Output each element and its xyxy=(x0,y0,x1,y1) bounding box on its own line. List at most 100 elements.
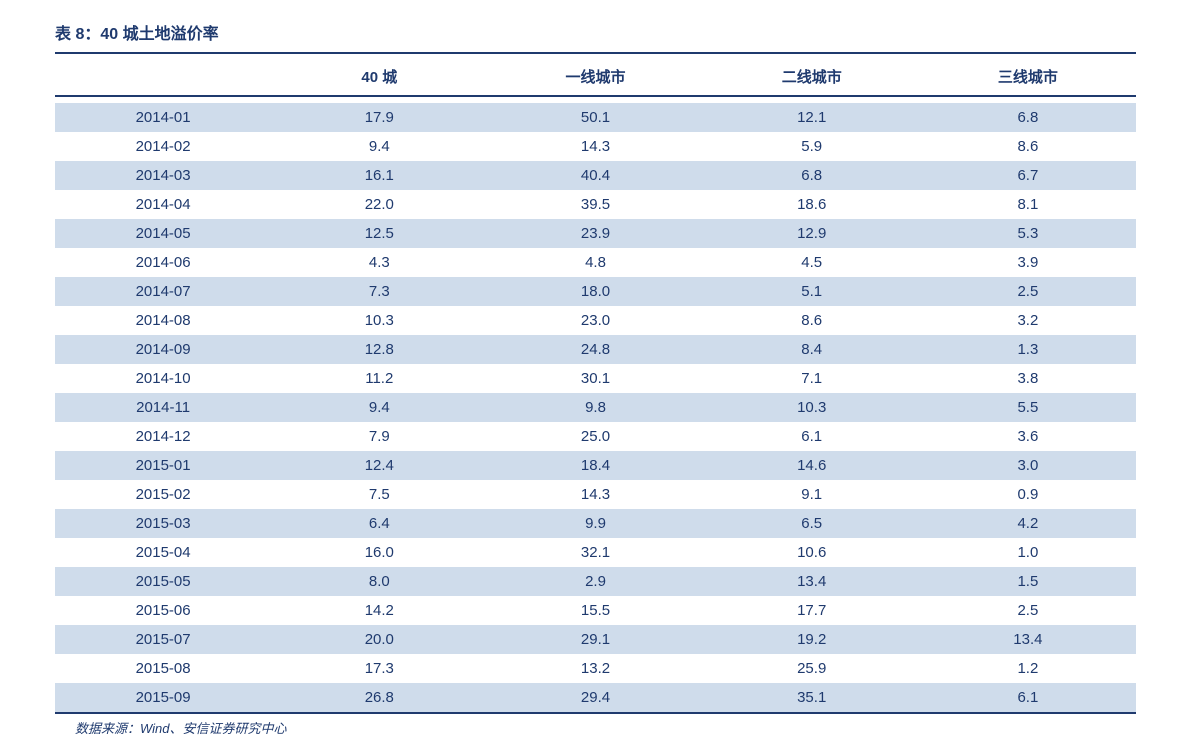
table-row: 2014-064.34.84.53.9 xyxy=(55,248,1136,277)
cell-value: 29.1 xyxy=(487,625,703,654)
cell-date: 2014-12 xyxy=(55,422,271,451)
cell-value: 3.0 xyxy=(920,451,1136,480)
table-row: 2014-077.318.05.12.5 xyxy=(55,277,1136,306)
cell-value: 25.0 xyxy=(487,422,703,451)
cell-value: 4.2 xyxy=(920,509,1136,538)
cell-date: 2015-04 xyxy=(55,538,271,567)
cell-value: 8.0 xyxy=(271,567,487,596)
table-row: 2014-0912.824.88.41.3 xyxy=(55,335,1136,364)
cell-value: 16.1 xyxy=(271,161,487,190)
cell-value: 12.1 xyxy=(704,103,920,132)
col-header-date xyxy=(55,54,271,96)
cell-value: 23.0 xyxy=(487,306,703,335)
cell-value: 14.2 xyxy=(271,596,487,625)
cell-value: 39.5 xyxy=(487,190,703,219)
cell-value: 2.5 xyxy=(920,277,1136,306)
table-row: 2015-0416.032.110.61.0 xyxy=(55,538,1136,567)
cell-value: 1.0 xyxy=(920,538,1136,567)
cell-value: 18.0 xyxy=(487,277,703,306)
cell-value: 7.9 xyxy=(271,422,487,451)
cell-value: 6.1 xyxy=(704,422,920,451)
cell-date: 2014-01 xyxy=(55,103,271,132)
cell-date: 2014-09 xyxy=(55,335,271,364)
table-row: 2015-0112.418.414.63.0 xyxy=(55,451,1136,480)
cell-value: 24.8 xyxy=(487,335,703,364)
cell-value: 10.6 xyxy=(704,538,920,567)
cell-date: 2015-07 xyxy=(55,625,271,654)
cell-value: 17.7 xyxy=(704,596,920,625)
cell-value: 20.0 xyxy=(271,625,487,654)
cell-value: 2.9 xyxy=(487,567,703,596)
cell-value: 18.4 xyxy=(487,451,703,480)
cell-value: 19.2 xyxy=(704,625,920,654)
cell-value: 3.8 xyxy=(920,364,1136,393)
cell-value: 5.1 xyxy=(704,277,920,306)
col-header-tier3: 三线城市 xyxy=(920,54,1136,96)
cell-value: 12.8 xyxy=(271,335,487,364)
cell-value: 14.3 xyxy=(487,480,703,509)
cell-value: 3.6 xyxy=(920,422,1136,451)
cell-value: 10.3 xyxy=(704,393,920,422)
cell-value: 4.8 xyxy=(487,248,703,277)
cell-value: 8.6 xyxy=(920,132,1136,161)
cell-value: 25.9 xyxy=(704,654,920,683)
col-header-tier2: 二线城市 xyxy=(704,54,920,96)
cell-value: 10.3 xyxy=(271,306,487,335)
cell-value: 14.3 xyxy=(487,132,703,161)
cell-value: 9.8 xyxy=(487,393,703,422)
cell-date: 2015-08 xyxy=(55,654,271,683)
table-row: 2014-0316.140.46.86.7 xyxy=(55,161,1136,190)
cell-value: 15.5 xyxy=(487,596,703,625)
cell-value: 5.3 xyxy=(920,219,1136,248)
col-header-tier1: 一线城市 xyxy=(487,54,703,96)
cell-value: 4.5 xyxy=(704,248,920,277)
cell-value: 3.2 xyxy=(920,306,1136,335)
cell-date: 2014-02 xyxy=(55,132,271,161)
cell-value: 13.4 xyxy=(920,625,1136,654)
table-title: 表 8：40 城土地溢价率 xyxy=(55,20,1136,54)
cell-value: 7.1 xyxy=(704,364,920,393)
cell-value: 2.5 xyxy=(920,596,1136,625)
table-row: 2014-0512.523.912.95.3 xyxy=(55,219,1136,248)
cell-value: 6.7 xyxy=(920,161,1136,190)
cell-value: 13.4 xyxy=(704,567,920,596)
cell-value: 8.6 xyxy=(704,306,920,335)
table-row: 2015-0720.029.119.213.4 xyxy=(55,625,1136,654)
table-header-row: 40 城 一线城市 二线城市 三线城市 xyxy=(55,54,1136,96)
cell-value: 18.6 xyxy=(704,190,920,219)
table-row: 2014-029.414.35.98.6 xyxy=(55,132,1136,161)
cell-value: 1.3 xyxy=(920,335,1136,364)
cell-value: 32.1 xyxy=(487,538,703,567)
table-row: 2015-0614.215.517.72.5 xyxy=(55,596,1136,625)
table-row: 2014-0810.323.08.63.2 xyxy=(55,306,1136,335)
cell-value: 8.4 xyxy=(704,335,920,364)
cell-value: 9.4 xyxy=(271,393,487,422)
cell-date: 2014-07 xyxy=(55,277,271,306)
cell-date: 2014-05 xyxy=(55,219,271,248)
cell-date: 2015-06 xyxy=(55,596,271,625)
cell-value: 3.9 xyxy=(920,248,1136,277)
cell-value: 16.0 xyxy=(271,538,487,567)
cell-value: 1.2 xyxy=(920,654,1136,683)
cell-value: 6.4 xyxy=(271,509,487,538)
cell-value: 9.1 xyxy=(704,480,920,509)
cell-value: 17.9 xyxy=(271,103,487,132)
cell-value: 5.5 xyxy=(920,393,1136,422)
cell-date: 2014-08 xyxy=(55,306,271,335)
cell-value: 29.4 xyxy=(487,683,703,712)
cell-value: 6.8 xyxy=(704,161,920,190)
table-row: 2014-0422.039.518.68.1 xyxy=(55,190,1136,219)
cell-value: 30.1 xyxy=(487,364,703,393)
cell-date: 2015-09 xyxy=(55,683,271,712)
table-row: 2014-119.49.810.35.5 xyxy=(55,393,1136,422)
cell-value: 7.3 xyxy=(271,277,487,306)
cell-date: 2014-04 xyxy=(55,190,271,219)
cell-value: 0.9 xyxy=(920,480,1136,509)
cell-date: 2014-03 xyxy=(55,161,271,190)
cell-value: 1.5 xyxy=(920,567,1136,596)
cell-value: 5.9 xyxy=(704,132,920,161)
cell-date: 2015-01 xyxy=(55,451,271,480)
table-row: 2014-127.925.06.13.6 xyxy=(55,422,1136,451)
col-header-40cities: 40 城 xyxy=(271,54,487,96)
cell-value: 13.2 xyxy=(487,654,703,683)
